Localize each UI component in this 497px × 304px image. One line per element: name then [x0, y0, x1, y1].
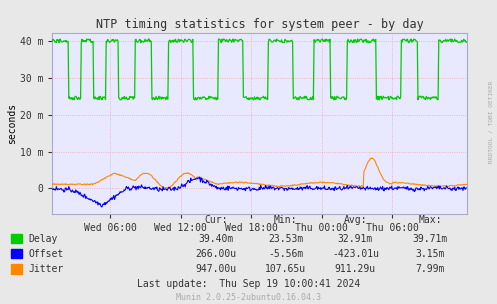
Text: 7.99m: 7.99m [415, 264, 445, 274]
Text: 39.40m: 39.40m [199, 234, 234, 244]
Text: 3.15m: 3.15m [415, 249, 445, 259]
Text: Last update:  Thu Sep 19 10:00:41 2024: Last update: Thu Sep 19 10:00:41 2024 [137, 279, 360, 289]
Text: 107.65u: 107.65u [265, 264, 306, 274]
Y-axis label: seconds: seconds [7, 103, 17, 144]
Text: Munin 2.0.25-2ubuntu0.16.04.3: Munin 2.0.25-2ubuntu0.16.04.3 [176, 293, 321, 302]
Text: 266.00u: 266.00u [196, 249, 237, 259]
Text: 23.53m: 23.53m [268, 234, 303, 244]
Text: 911.29u: 911.29u [335, 264, 376, 274]
Text: Max:: Max: [418, 216, 442, 226]
Text: Cur:: Cur: [204, 216, 228, 226]
Text: 947.00u: 947.00u [196, 264, 237, 274]
Text: -5.56m: -5.56m [268, 249, 303, 259]
Text: Offset: Offset [29, 249, 64, 259]
Text: -423.01u: -423.01u [332, 249, 379, 259]
Text: Jitter: Jitter [29, 264, 64, 274]
Text: 39.71m: 39.71m [413, 234, 447, 244]
Title: NTP timing statistics for system peer - by day: NTP timing statistics for system peer - … [96, 18, 423, 31]
Text: Avg:: Avg: [343, 216, 367, 226]
Text: RRDTOOL / TOBI OETIKER: RRDTOOL / TOBI OETIKER [488, 80, 493, 163]
Text: 32.91m: 32.91m [338, 234, 373, 244]
Text: Min:: Min: [274, 216, 298, 226]
Text: Delay: Delay [29, 234, 58, 244]
